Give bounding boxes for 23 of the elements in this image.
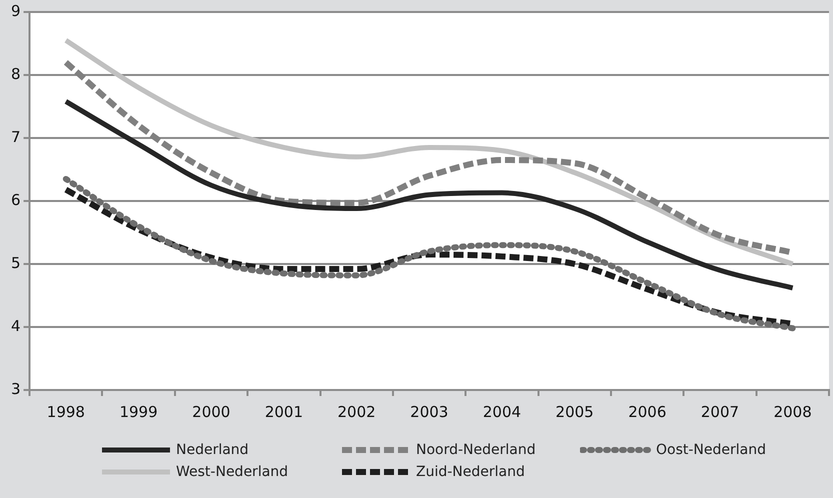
legend-label: Nederland — [176, 442, 249, 458]
x-tick-label: 2001 — [264, 402, 304, 421]
y-tick-label: 5 — [10, 254, 21, 272]
x-tick-label: 2006 — [628, 402, 666, 421]
legend-label: Zuid-Nederland — [416, 464, 525, 480]
legend-label: West-Nederland — [176, 464, 288, 480]
x-tick-label: 2005 — [556, 402, 594, 421]
x-tick-label: 1998 — [46, 402, 85, 421]
x-tick-label: 2008 — [774, 402, 812, 421]
y-tick-label: 6 — [10, 190, 21, 209]
x-tick-label: 2004 — [482, 402, 522, 421]
x-tick-label: 2007 — [700, 402, 740, 421]
y-tick-label: 8 — [10, 64, 21, 83]
y-tick-label: 4 — [10, 316, 21, 335]
legend-label: Noord-Nederland — [416, 442, 536, 458]
x-tick-label: 2000 — [192, 402, 230, 421]
x-tick-label: 2002 — [338, 402, 376, 421]
x-tick-label: 1999 — [119, 402, 158, 421]
y-tick-label: 9 — [10, 2, 21, 20]
x-tick-label: 2003 — [410, 402, 448, 421]
y-tick-label: 3 — [10, 380, 21, 398]
y-tick-label: 7 — [10, 128, 21, 146]
legend-label: Oost-Nederland — [656, 442, 766, 458]
